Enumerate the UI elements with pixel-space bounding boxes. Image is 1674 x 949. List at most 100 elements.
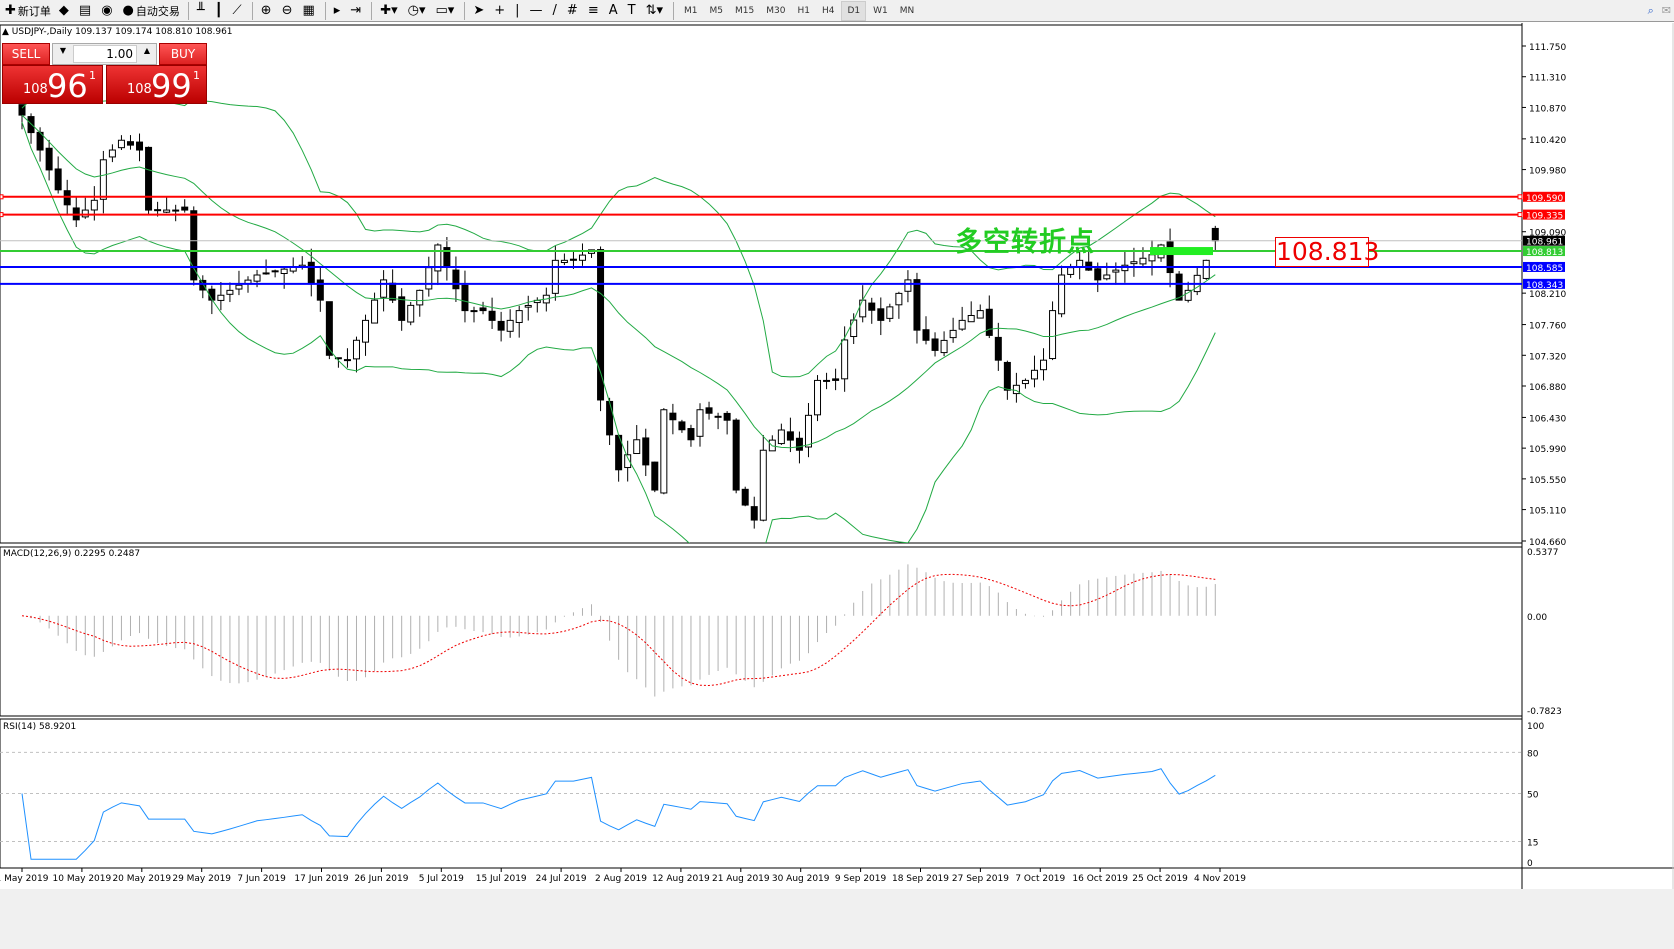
price-tag[interactable] <box>1523 246 1565 257</box>
timeframe-w1[interactable]: W1 <box>873 5 888 16</box>
search-icon[interactable]: ⌕ <box>1647 3 1654 17</box>
macd-pane <box>0 546 1523 717</box>
periods-button[interactable]: ◷▾ <box>405 1 431 21</box>
line-chart-icon: ⟋ <box>232 3 242 18</box>
bear-candle <box>145 146 153 211</box>
chart-canvas[interactable]: 109.590 109.335 108.813 108.585 108.343 108.9… <box>0 23 1674 949</box>
text-icon: A <box>608 3 618 18</box>
market-watch-button[interactable]: ◆ <box>56 1 74 21</box>
bull-candle <box>362 319 370 343</box>
bull-candle <box>1139 257 1147 265</box>
text-label-button[interactable]: T <box>625 1 641 21</box>
bull-candle <box>841 339 849 380</box>
sell-button[interactable]: SELL <box>2 43 50 65</box>
bull-candle <box>958 319 966 330</box>
equidistant-channel-button[interactable]: # <box>564 1 583 21</box>
lot-increase-button[interactable]: ▲ <box>143 46 151 55</box>
navigator-button[interactable]: ▤ <box>76 1 96 21</box>
one-click-trading-panel: SELL ▼ ▲ BUY 108 96 1 108 99 1 <box>2 43 207 105</box>
bull-candle <box>551 259 559 294</box>
timeframe-m15[interactable]: M15 <box>735 5 755 16</box>
bull-candle <box>235 284 243 290</box>
bear-candle <box>136 141 144 151</box>
timeframe-m5[interactable]: M5 <box>709 5 724 16</box>
bear-candle <box>398 296 406 321</box>
sell-price-pips: 96 <box>47 67 88 105</box>
bull-candle <box>804 414 812 448</box>
toolbar-separator <box>251 1 253 20</box>
crosshair-button[interactable]: + <box>491 1 510 21</box>
toolbar: ✚ 新订单 ◆ ▤ ◉ ● 自动交易 ╨ ┃ ⟋ ⊕ ⊖ ▦ ▸ ⇥ ✚▾ ◷▾ ▭▾ ➤ + | — / # ≡ A T ⇅▾ M1 M… <box>0 0 1674 22</box>
arrows-button[interactable]: ⇅▾ <box>643 1 668 21</box>
zoom-out-icon: ⊖ <box>281 3 293 18</box>
indicators-button[interactable]: ✚▾ <box>377 1 402 21</box>
new-order-button[interactable]: ✚ 新订单 <box>2 1 54 21</box>
line-handle <box>1517 212 1523 218</box>
auto-trading-button[interactable]: ● 自动交易 <box>120 1 183 21</box>
timeframe-mn[interactable]: MN <box>899 5 915 16</box>
chat-icon[interactable]: ✉ <box>1661 4 1671 17</box>
bear-candle <box>45 147 53 171</box>
line-chart-button[interactable]: ⟋ <box>230 1 247 21</box>
bull-candle <box>1202 259 1210 279</box>
sell-price-prefix: 108 <box>23 82 48 97</box>
bear-candle <box>452 269 460 290</box>
bull-candle <box>352 339 360 360</box>
bull-candle <box>506 319 514 332</box>
bear-candle <box>994 336 1002 361</box>
price-tag[interactable] <box>1523 278 1565 289</box>
cursor-button[interactable]: ➤ <box>470 1 489 21</box>
lot-decrease-button[interactable]: ▼ <box>59 46 67 55</box>
timeframe-m30[interactable]: M30 <box>766 5 786 16</box>
sell-price[interactable]: 108 96 1 <box>2 65 103 105</box>
rsi-axis-label: 15 <box>1527 838 1538 848</box>
price-label-box[interactable]: 108.813 <box>1275 237 1380 267</box>
bear-candle <box>714 415 722 418</box>
trendline-button[interactable]: / <box>550 1 562 21</box>
crosshair-icon: + <box>494 3 506 18</box>
buy-price-fraction: 1 <box>193 69 200 82</box>
bar-chart-button[interactable]: ╨ <box>194 1 210 21</box>
timeframe-h1[interactable]: H1 <box>797 5 810 16</box>
timeframe-d1[interactable]: D1 <box>841 0 867 21</box>
turning-point-annotation[interactable]: 多空转折点 <box>955 227 1095 258</box>
bull-candle <box>371 299 379 324</box>
price-axis-label: 107.320 <box>1529 352 1566 362</box>
vertical-line-button[interactable]: | <box>512 1 524 21</box>
price-tag[interactable] <box>1523 191 1565 202</box>
date-label: 25 Oct 2019 <box>1132 874 1188 884</box>
timeframe-m1[interactable]: M1 <box>684 5 698 16</box>
bull-candle <box>1148 254 1156 262</box>
fibonacci-button[interactable]: ≡ <box>585 1 604 21</box>
price-axis-label: 106.880 <box>1529 383 1566 393</box>
price-axis-label: 106.430 <box>1529 414 1566 424</box>
buy-price[interactable]: 108 99 1 <box>106 65 207 105</box>
lot-input[interactable] <box>73 45 137 63</box>
zoom-out-button[interactable]: ⊖ <box>279 1 298 21</box>
bull-candle <box>850 319 858 338</box>
horizontal-line-button[interactable]: — <box>527 1 548 21</box>
text-button[interactable]: A <box>606 1 623 21</box>
bull-candle <box>886 306 894 319</box>
bull-candle <box>967 314 975 323</box>
buy-button[interactable]: BUY <box>159 43 207 65</box>
templates-button[interactable]: ▭▾ <box>433 1 460 21</box>
price-tag[interactable] <box>1523 261 1565 272</box>
autoscroll-button[interactable]: ▸ <box>331 1 346 21</box>
price-tag[interactable] <box>1523 209 1565 220</box>
bull-candle <box>1030 369 1038 380</box>
date-label: 15 Jul 2019 <box>476 874 527 884</box>
timeframe-h4[interactable]: H4 <box>821 5 835 16</box>
chart-shift-button[interactable]: ⇥ <box>347 1 366 21</box>
zoom-in-button[interactable]: ⊕ <box>258 1 277 21</box>
tile-windows-button[interactable]: ▦ <box>299 1 319 21</box>
bull-candle <box>940 339 948 354</box>
bull-candle <box>976 310 984 319</box>
date-label: 7 Oct 2019 <box>1015 874 1065 884</box>
signals-button[interactable]: ◉ <box>98 1 117 21</box>
price-tag-label: 109.590 <box>1526 194 1563 204</box>
date-label: 7 Jun 2019 <box>237 874 286 884</box>
candlestick-button[interactable]: ┃ <box>212 1 228 21</box>
bid-tag-label: 108.961 <box>1526 238 1563 248</box>
rsi-axis-label: 100 <box>1527 722 1544 732</box>
